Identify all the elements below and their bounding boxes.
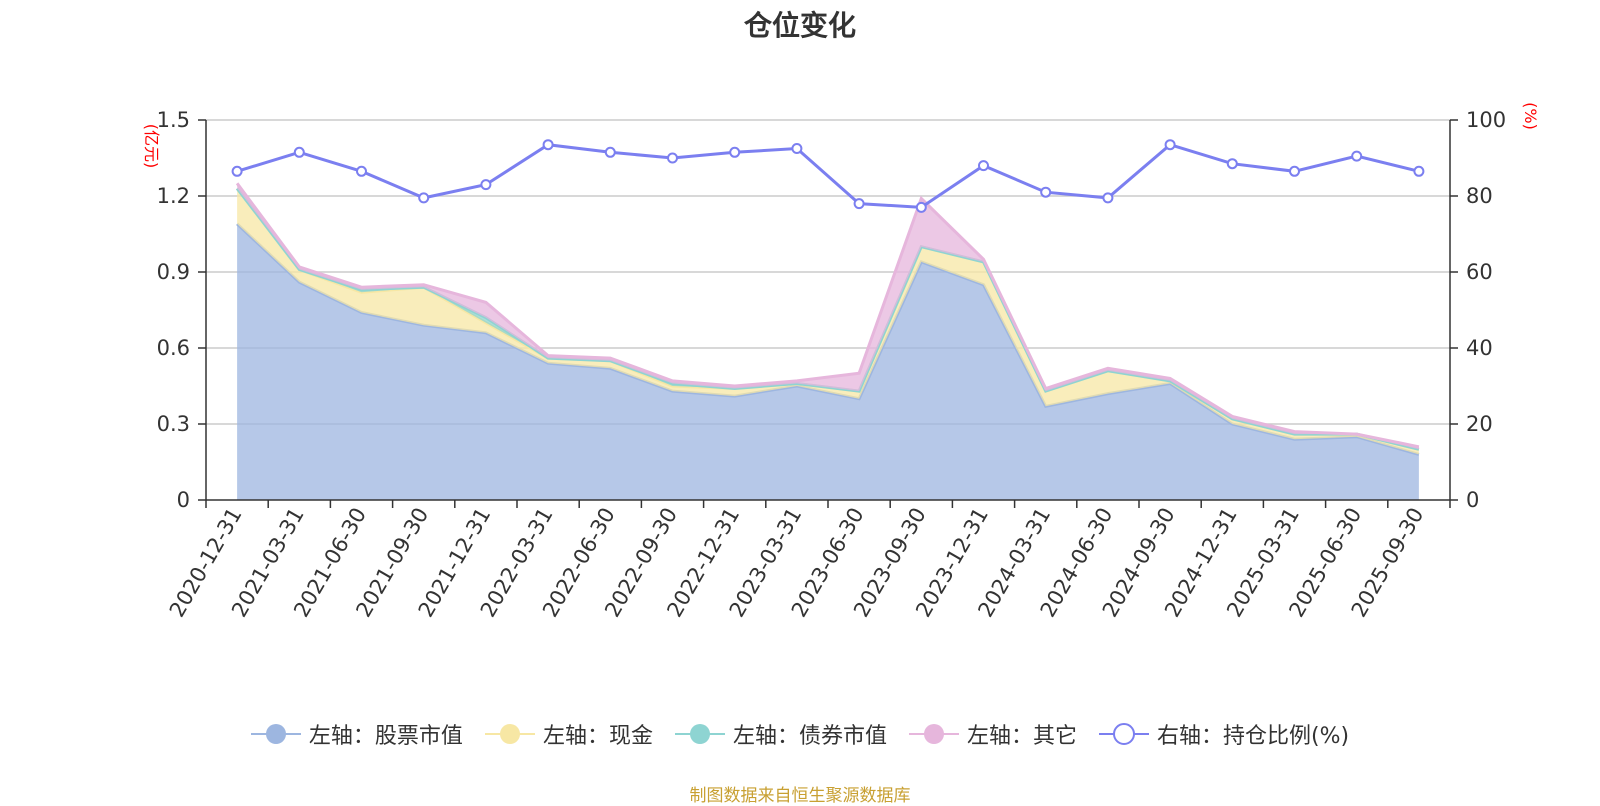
legend-label: 左轴：现金 bbox=[542, 724, 653, 749]
left-axis-tick-label: 1.5 bbox=[157, 108, 190, 132]
ratio-point bbox=[231, 165, 243, 177]
left-axis-tick-label: 0.9 bbox=[157, 260, 190, 284]
ratio-point bbox=[729, 146, 741, 158]
ratio-point bbox=[418, 192, 430, 204]
stacked-areas bbox=[235, 182, 1420, 500]
area-edge-左轴：其它 bbox=[235, 182, 1420, 449]
legend-item[interactable]: 左轴：债券市值 bbox=[674, 718, 887, 750]
ratio-point bbox=[480, 179, 492, 191]
ratio-point bbox=[1102, 192, 1114, 204]
legend-label: 右轴：持仓比例(%) bbox=[1156, 724, 1350, 749]
right-axis-tick-label: 20 bbox=[1466, 412, 1493, 436]
legend-marker-icon bbox=[250, 724, 301, 744]
ratio-point bbox=[542, 139, 554, 151]
ratio-point bbox=[915, 201, 927, 213]
ratio-point bbox=[791, 143, 803, 154]
ratio-point bbox=[667, 152, 678, 164]
source-note: 制图数据来自恒生聚源数据库 bbox=[689, 786, 911, 806]
right-axis-tick-label: 100 bbox=[1466, 108, 1506, 132]
ratio-point bbox=[1040, 186, 1052, 198]
right-axis-tick-label: 60 bbox=[1466, 260, 1493, 284]
legend-item[interactable]: 左轴：现金 bbox=[484, 718, 653, 750]
left-axis-unit: (亿元) bbox=[142, 124, 161, 169]
left-axis-tick-label: 0.3 bbox=[157, 412, 190, 436]
right-axis-tick-label: 40 bbox=[1466, 336, 1493, 360]
ratio-point bbox=[853, 198, 865, 210]
legend-marker-icon bbox=[1098, 723, 1149, 745]
legend-marker-icon bbox=[674, 724, 725, 744]
ratio-point bbox=[604, 146, 616, 158]
right-axis-tick-label: 80 bbox=[1466, 184, 1493, 208]
legend-label: 左轴：其它 bbox=[966, 724, 1077, 749]
ratio-point bbox=[1413, 165, 1425, 177]
legend-item[interactable]: 右轴：持仓比例(%) bbox=[1098, 718, 1350, 750]
ratio-point bbox=[1164, 139, 1176, 151]
legend-marker-icon bbox=[484, 724, 535, 744]
ratio-point bbox=[1351, 150, 1363, 162]
right-axis-unit: (%) bbox=[1521, 102, 1540, 130]
ratio-point bbox=[1226, 158, 1238, 170]
legend: 左轴：股票市值 左轴：现金 左轴：债券市值 左轴：其它 右轴：持仓比例(%) bbox=[0, 718, 1600, 750]
legend-item[interactable]: 左轴：股票市值 bbox=[250, 718, 463, 750]
legend-label: 左轴：股票市值 bbox=[308, 724, 463, 749]
ratio-point bbox=[356, 165, 367, 177]
holding-ratio-series bbox=[231, 139, 1425, 213]
legend-marker-icon bbox=[908, 724, 959, 744]
ratio-point bbox=[978, 160, 989, 172]
area-左轴：现金 bbox=[237, 188, 1419, 455]
legend-item[interactable]: 左轴：其它 bbox=[908, 718, 1077, 750]
ratio-point bbox=[293, 146, 305, 158]
area-左轴：股票市值 bbox=[237, 223, 1419, 500]
ratio-point bbox=[1289, 165, 1300, 177]
ratio-line bbox=[236, 143, 1420, 209]
left-axis-tick-label: 1.2 bbox=[157, 184, 190, 208]
right-axis-tick-label: 0 bbox=[1466, 488, 1479, 512]
left-axis-tick-label: 0.6 bbox=[157, 336, 190, 360]
legend-label: 左轴：债券市值 bbox=[732, 724, 887, 749]
left-axis-tick-label: 0 bbox=[177, 488, 190, 512]
chart-title: 仓位变化 bbox=[743, 9, 856, 42]
